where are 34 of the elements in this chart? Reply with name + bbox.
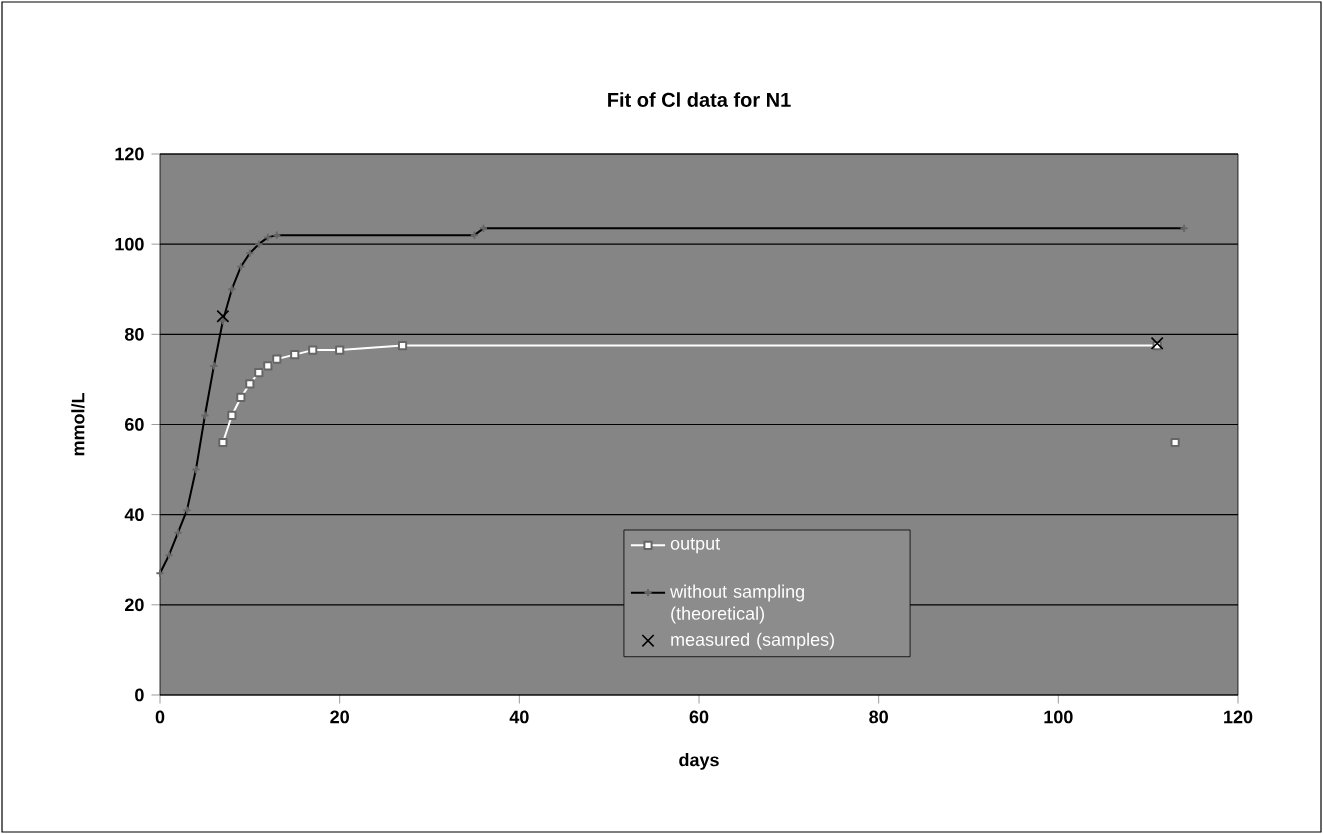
x-tick-label: 40 xyxy=(509,710,529,724)
legend-label: measured (samples) xyxy=(671,632,834,650)
legend-label: output xyxy=(670,537,720,554)
y-tick-label: 80 xyxy=(124,327,144,341)
point xyxy=(263,361,273,371)
x-tick-label: 0 xyxy=(155,710,165,724)
legend-label: without sampling (theoretical) xyxy=(670,584,804,624)
y-tick-label: 120 xyxy=(115,147,144,161)
chart-title: Fit of Cl data for N1 xyxy=(608,92,791,107)
x-tick-label: 80 xyxy=(869,710,888,724)
point xyxy=(335,345,345,355)
point xyxy=(290,350,300,360)
point xyxy=(308,345,318,355)
point xyxy=(272,354,282,364)
y-tick-label: 40 xyxy=(124,508,144,522)
point xyxy=(397,340,408,351)
point xyxy=(1170,437,1180,448)
y-tick-label: 0 xyxy=(135,688,144,702)
x-tick-label: 100 xyxy=(1044,710,1073,724)
point xyxy=(245,379,255,389)
y-axis-title: mmol/L xyxy=(71,393,85,456)
point xyxy=(227,410,237,421)
point xyxy=(254,368,264,378)
point xyxy=(1150,336,1164,350)
point xyxy=(236,392,246,403)
x-axis-title: days xyxy=(679,753,719,770)
point xyxy=(216,309,230,323)
x-tick-label: 60 xyxy=(689,710,709,724)
y-tick-label: 100 xyxy=(115,237,144,251)
x-tick-label: 20 xyxy=(330,710,349,724)
x-tick-label: 120 xyxy=(1224,710,1253,724)
y-tick-label: 20 xyxy=(125,598,144,612)
y-tick-label: 60 xyxy=(125,418,144,431)
point xyxy=(218,437,228,448)
